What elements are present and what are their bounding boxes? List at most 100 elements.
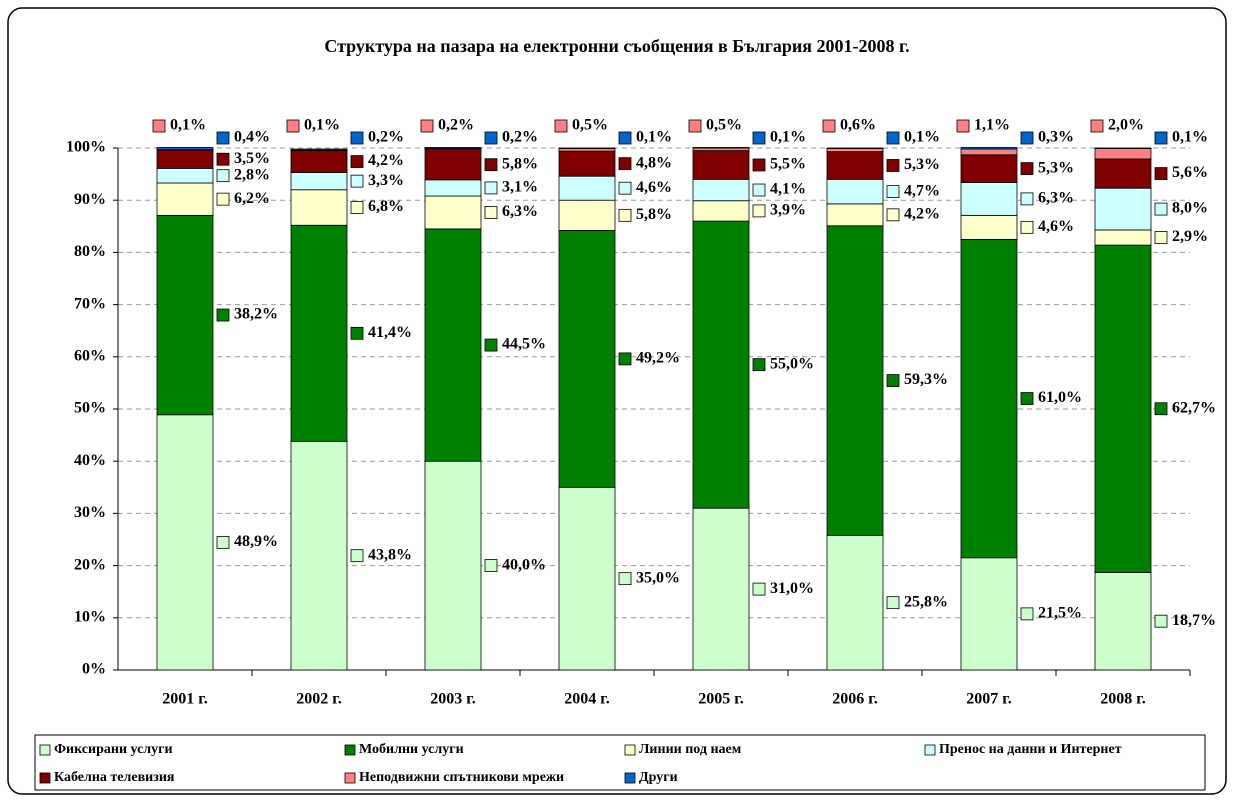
label-marker xyxy=(618,352,632,366)
label-marker xyxy=(1154,402,1168,416)
label-marker xyxy=(286,119,300,133)
bar-segment xyxy=(290,440,348,671)
legend-swatch xyxy=(39,744,51,756)
bar-segment xyxy=(156,147,214,150)
bar-segment xyxy=(960,182,1018,216)
data-label: 5,8% xyxy=(636,206,672,223)
data-label: 5,6% xyxy=(1172,164,1208,181)
bar-segment xyxy=(960,214,1018,240)
legend-label: Други xyxy=(639,770,678,785)
data-label: 6,3% xyxy=(1038,190,1074,207)
label-marker xyxy=(216,131,230,145)
label-marker xyxy=(554,119,568,133)
y-tick-label: 90% xyxy=(74,191,106,208)
data-label: 5,5% xyxy=(770,156,806,173)
bar-segment xyxy=(1094,187,1152,231)
label-marker xyxy=(216,169,230,183)
bar-segment xyxy=(692,220,750,509)
legend-swatch xyxy=(344,744,356,756)
label-marker xyxy=(618,181,632,195)
bar-segment xyxy=(290,148,348,151)
label-marker xyxy=(688,119,702,133)
label-marker xyxy=(752,131,766,145)
bar-segment xyxy=(290,189,348,226)
label-marker xyxy=(1154,202,1168,216)
data-label: 3,1% xyxy=(502,179,538,196)
x-tick-label: 2002 г. xyxy=(296,691,341,708)
data-label: 61,0% xyxy=(1038,389,1082,406)
bar-segment xyxy=(290,224,348,442)
bar-segment xyxy=(826,148,884,153)
bar-segment xyxy=(1094,244,1152,573)
label-marker xyxy=(618,208,632,222)
label-marker xyxy=(484,338,498,352)
label-marker xyxy=(886,374,900,387)
y-tick-label: 0% xyxy=(82,661,106,678)
x-tick-label: 2006 г. xyxy=(832,691,877,708)
label-marker xyxy=(1154,131,1168,145)
data-label: 4,2% xyxy=(904,205,940,222)
label-marker xyxy=(484,206,498,219)
bar-segment xyxy=(424,149,482,181)
bar-segment xyxy=(692,507,750,671)
data-label: 62,7% xyxy=(1172,399,1216,416)
data-label: 44,5% xyxy=(502,336,546,353)
bar-segment xyxy=(1094,229,1152,246)
legend-label: Кабелна телевизия xyxy=(54,770,175,785)
data-label: 0,2% xyxy=(368,129,404,146)
data-label: 6,3% xyxy=(502,203,538,220)
label-marker xyxy=(350,549,364,563)
legend-label: Неподвижни спътникови мрежи xyxy=(359,770,564,785)
legend-swatch xyxy=(624,772,636,784)
data-label: 49,2% xyxy=(636,350,680,367)
data-label: 0,1% xyxy=(170,117,206,134)
legend-swatch xyxy=(344,772,356,784)
bar-segment xyxy=(424,228,482,462)
label-marker xyxy=(886,131,900,145)
x-tick-label: 2007 г. xyxy=(966,691,1011,708)
label-marker xyxy=(1154,167,1168,180)
legend-swatch xyxy=(39,772,51,784)
bar-segment xyxy=(960,557,1018,671)
bar-segment xyxy=(960,147,1018,150)
data-label: 8,0% xyxy=(1172,200,1208,217)
label-marker xyxy=(752,158,766,172)
label-marker xyxy=(484,131,498,145)
label-marker xyxy=(484,181,498,195)
label-marker xyxy=(1020,392,1034,405)
x-tick-label: 2008 г. xyxy=(1100,691,1145,708)
data-label: 43,8% xyxy=(368,546,412,563)
legend-label: Мобилни услуги xyxy=(359,742,464,757)
y-tick-label: 20% xyxy=(74,556,106,573)
label-marker xyxy=(484,559,498,572)
y-tick-label: 30% xyxy=(74,504,106,521)
bar-segment xyxy=(424,147,482,149)
label-marker xyxy=(752,582,766,596)
label-marker xyxy=(152,119,166,133)
bar-segment xyxy=(1094,571,1152,671)
bar-segment xyxy=(156,149,214,169)
y-tick-label: 70% xyxy=(74,295,106,312)
y-tick-label: 50% xyxy=(74,400,106,417)
data-label: 1,1% xyxy=(974,117,1010,134)
label-marker xyxy=(216,192,230,206)
bar-segment xyxy=(424,179,482,197)
label-marker xyxy=(1020,220,1034,234)
data-label: 48,9% xyxy=(234,533,278,550)
data-label: 35,0% xyxy=(636,569,680,586)
bar-segment xyxy=(156,214,214,416)
label-marker xyxy=(350,201,364,214)
label-marker xyxy=(1154,231,1168,244)
x-tick-label: 2005 г. xyxy=(698,691,743,708)
label-marker xyxy=(886,159,900,172)
data-label: 0,1% xyxy=(904,129,940,146)
data-label: 0,6% xyxy=(840,117,876,134)
bar-segment xyxy=(1094,147,1152,149)
data-label: 2,0% xyxy=(1108,117,1144,134)
label-marker xyxy=(1020,162,1034,176)
data-label: 6,2% xyxy=(234,190,270,207)
data-label: 38,2% xyxy=(234,306,278,323)
bar-segment xyxy=(558,230,616,488)
y-tick-label: 10% xyxy=(74,608,106,625)
bar-segment xyxy=(960,238,1018,559)
